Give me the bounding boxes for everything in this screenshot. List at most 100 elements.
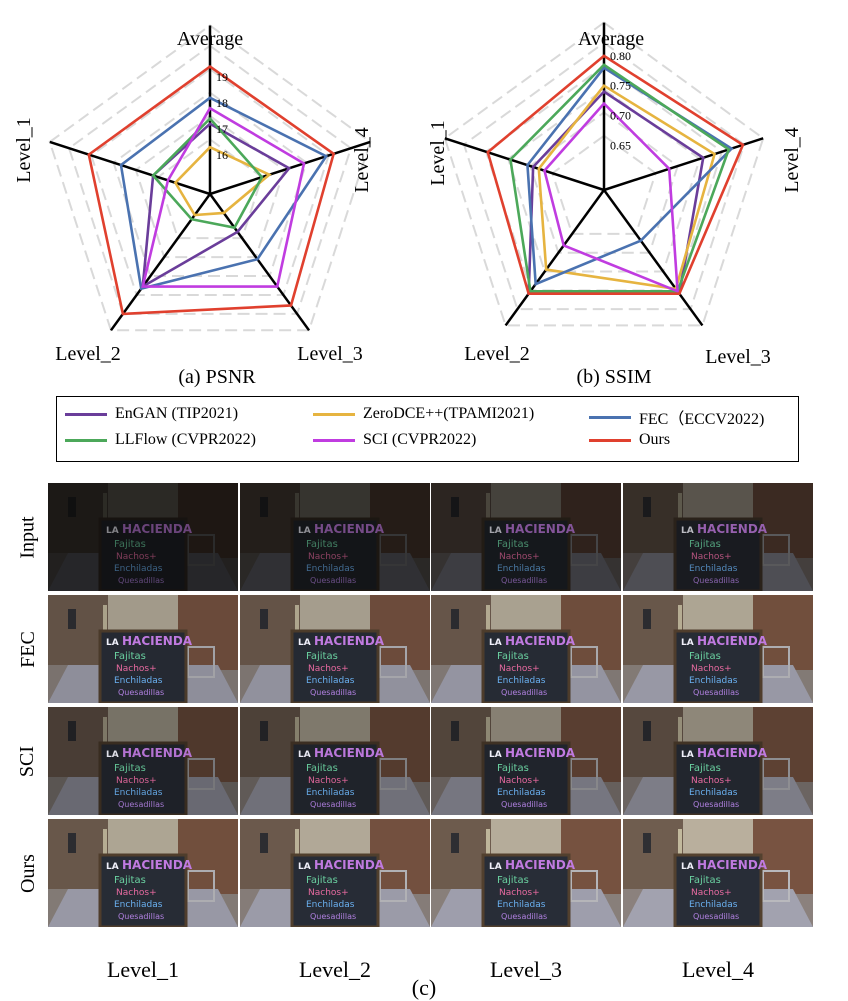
psnr-radar-chart: 16 17 18 19 Average Level_4 Level_3 Level_2 Leve… (13, 24, 373, 365)
pedestrian (260, 833, 268, 853)
sky-area (108, 595, 178, 635)
series-line-3 (151, 116, 264, 230)
sign-text: Nachos+ (691, 888, 732, 898)
column-label-level-3: Level_3 (489, 957, 563, 982)
chair (379, 870, 407, 902)
chalkboard (481, 853, 571, 927)
axis-label: Level_2 (55, 343, 121, 365)
photo-fec-level-1: LA HACIENDA Fajitas Nachos+ Enchiladas Quesad… (48, 595, 238, 703)
ssim-chart-caption: (b) SSIM (576, 366, 651, 388)
tick-label: 0.65 (610, 138, 631, 152)
photo-input-level-3: LA HACIENDA Fajitas Nachos+ Enchiladas Quesad… (431, 483, 621, 591)
sign-text: LA (106, 526, 119, 536)
sign-text: HACIENDA (505, 522, 576, 536)
building-left (431, 595, 491, 665)
legend-label: FEC（ECCV2022) (639, 411, 765, 428)
sky-area (683, 707, 753, 747)
pedestrian (68, 497, 76, 517)
axis-label: Level_3 (705, 346, 771, 368)
sign-text: LA (489, 638, 502, 648)
sign-text: HACIENDA (314, 522, 385, 536)
legend-label: SCI (CVPR2022) (363, 431, 477, 448)
sign-text: Nachos+ (499, 776, 540, 786)
sign-text: HACIENDA (697, 634, 768, 648)
column-label-level-4: Level_4 (681, 957, 755, 982)
sign-text: Fajitas (114, 539, 146, 550)
pedestrian (68, 833, 76, 853)
building-left (240, 595, 300, 665)
chair (187, 646, 215, 678)
pedestrian (643, 721, 651, 741)
chair (379, 646, 407, 678)
sky-area (491, 819, 561, 859)
legend-label: Ours (639, 431, 671, 448)
sign-text: Nachos+ (308, 664, 349, 674)
chalkboard (673, 741, 763, 815)
sign-text: LA (106, 638, 119, 648)
sky-area (108, 819, 178, 859)
sign-text: Quesadillas (310, 800, 356, 809)
axis-label: Average (578, 28, 644, 50)
series-line-2 (526, 66, 734, 286)
pedestrian (451, 833, 459, 853)
sign-text: Nachos+ (308, 888, 349, 898)
series-line-2 (119, 96, 329, 291)
sign-text: LA (489, 862, 502, 872)
chalkboard (673, 517, 763, 591)
legend-item-fec: FEC（ECCV2022) (589, 405, 764, 429)
chalkboard (481, 629, 571, 703)
chalkboard (481, 517, 571, 591)
row-label-sci: SCI (16, 745, 39, 777)
radar-charts: 16 17 18 19 Average Level_4 Level_3 Level_2 Leve… (13, 21, 803, 388)
sign-text: Fajitas (497, 763, 529, 774)
sign-text: Enchiladas (497, 900, 546, 910)
legend-item-zerodce: ZeroDCE++(TPAMI2021) (313, 405, 534, 423)
legend-item-ours: Ours (589, 431, 670, 449)
sign-text: LA (106, 750, 119, 760)
chalkboard (673, 853, 763, 927)
pedestrian (643, 833, 651, 853)
sign-text: Fajitas (497, 875, 529, 886)
chair (762, 646, 790, 678)
building-left (623, 707, 683, 777)
sign-text: Nachos+ (308, 552, 349, 562)
sign-text: LA (489, 750, 502, 760)
series-line-4 (141, 106, 306, 288)
chalkboard (98, 741, 188, 815)
sign-text: HACIENDA (314, 634, 385, 648)
photo-input-level-4: LA HACIENDA Fajitas Nachos+ Enchiladas Quesad… (623, 483, 813, 591)
chair (570, 646, 598, 678)
pedestrian (260, 721, 268, 741)
tick-label: 17 (216, 122, 228, 136)
tick-label: 16 (216, 148, 228, 162)
sign-text: Fajitas (306, 875, 338, 886)
sign-text: Fajitas (689, 539, 721, 550)
sign-text: Enchiladas (497, 564, 546, 574)
axis-label: Level_4 (781, 127, 803, 193)
row-label-ours: Ours (16, 853, 39, 893)
sign-text: Quesadillas (118, 800, 164, 809)
tick-label: 0.80 (610, 49, 631, 63)
photo-sci-level-3: LA HACIENDA Fajitas Nachos+ Enchiladas Quesad… (431, 707, 621, 815)
axis-label: Level_3 (297, 343, 363, 365)
sign-text: Fajitas (306, 651, 338, 662)
chalkboard (98, 517, 188, 591)
sign-text: Fajitas (689, 651, 721, 662)
row-label-fec: FEC (16, 630, 39, 668)
sign-text: Enchiladas (689, 676, 738, 686)
building-left (431, 819, 491, 889)
sky-area (300, 707, 370, 747)
sign-text: LA (298, 638, 311, 648)
sign-text: Fajitas (114, 875, 146, 886)
sign-text: Fajitas (306, 763, 338, 774)
chair (570, 870, 598, 902)
pedestrian (451, 497, 459, 517)
pedestrian (68, 721, 76, 741)
legend-item-sci: SCI (CVPR2022) (313, 431, 476, 449)
sign-text: HACIENDA (697, 522, 768, 536)
sign-text: LA (298, 862, 311, 872)
sign-text: Enchiladas (689, 788, 738, 798)
axis-label: Level_2 (464, 343, 530, 365)
sign-text: Quesadillas (310, 688, 356, 697)
